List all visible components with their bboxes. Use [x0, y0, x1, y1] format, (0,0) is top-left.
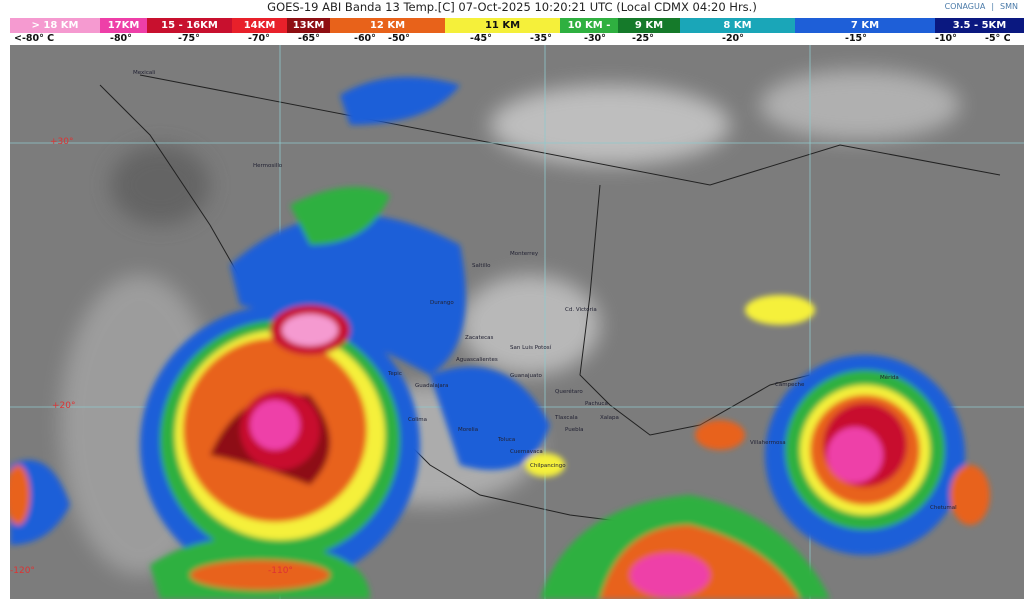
satellite-map: Mexicali Hermosillo Monterrey Saltillo Duran…	[10, 45, 1024, 599]
city-label: Monterrey	[510, 251, 539, 257]
city-label: Morelia	[458, 427, 479, 433]
legend-cell: 7 KM	[795, 18, 935, 33]
altitude-color-legend: > 18 KM 17KM 15 - 16KM 14KM 13KM 12 KM 11 KM 10…	[10, 18, 1024, 33]
city-label: Zacatecas	[465, 335, 494, 341]
legend-cell: 9 KM	[618, 18, 680, 33]
city-label: Chilpancingo	[530, 463, 566, 469]
legend-cell: 3.5 - 5KM	[935, 18, 1024, 33]
legend-cell: 17KM	[100, 18, 147, 33]
temperature-tick: -45°	[470, 33, 492, 44]
temperature-tick: -70°	[248, 33, 270, 44]
city-label: Mexicali	[133, 70, 156, 76]
satellite-imagery	[10, 45, 1024, 599]
legend-cell: > 18 KM	[10, 18, 100, 33]
image-title: GOES-19 ABI Banda 13 Temp.[C] 07-Oct-202…	[267, 0, 757, 14]
temperature-tick: -30°	[584, 33, 606, 44]
logo-divider: |	[991, 2, 995, 11]
city-label: Hermosillo	[253, 163, 283, 169]
temperature-tick: <-80° C	[14, 33, 55, 44]
city-label: Toluca	[498, 437, 516, 443]
temperature-tick: -25°	[632, 33, 654, 44]
cloud-tops	[10, 77, 990, 599]
temperature-tick: -80°	[110, 33, 132, 44]
temperature-tick: -20°	[722, 33, 744, 44]
longitude-label: -110°	[268, 566, 293, 576]
city-label: Cd. Victoria	[565, 307, 597, 313]
temperature-tick: -50°	[388, 33, 410, 44]
city-label: Puebla	[565, 427, 584, 433]
temperature-scale: <-80° C -80° -75° -70° -65° -60° -50° -45° -35° -…	[0, 33, 1024, 45]
temperature-tick: -15°	[845, 33, 867, 44]
city-label: Tepic	[388, 371, 402, 377]
city-label: Campeche	[775, 382, 805, 388]
temperature-tick: -65°	[298, 33, 320, 44]
city-label: Mérida	[880, 375, 899, 381]
agency-logos: CONAGUA | SMN	[945, 2, 1018, 11]
legend-cell: 14KM	[232, 18, 287, 33]
temperature-tick: -35°	[530, 33, 552, 44]
temperature-tick: -10°	[935, 33, 957, 44]
latitude-label: +30°	[50, 137, 74, 147]
longitude-label: -120°	[10, 566, 35, 576]
legend-cell: 13KM	[287, 18, 330, 33]
legend-cell: 12 KM	[330, 18, 445, 33]
smn-logo: SMN	[1000, 2, 1018, 11]
latitude-label: +20°	[52, 401, 76, 411]
city-label: Aguascalientes	[456, 357, 498, 363]
temperature-tick: -75°	[178, 33, 200, 44]
city-label: Villahermosa	[750, 440, 786, 446]
city-label: Xalapa	[600, 415, 619, 421]
temperature-tick: -60°	[354, 33, 376, 44]
city-label: Pachuca	[585, 401, 608, 407]
city-label: Guanajuato	[510, 373, 542, 379]
city-label: Guadalajara	[415, 383, 449, 389]
legend-cell: 8 KM	[680, 18, 795, 33]
city-label: Tlaxcala	[555, 415, 578, 421]
legend-cell: 11 KM	[445, 18, 560, 33]
temperature-tick: -5° C	[985, 33, 1011, 44]
legend-cell: 15 - 16KM	[147, 18, 232, 33]
city-label: San Luis Potosí	[510, 345, 552, 351]
city-label: Colima	[408, 417, 427, 423]
city-label: Querétaro	[555, 389, 583, 395]
city-label: Chetumal	[930, 505, 957, 511]
legend-cell: 10 KM -	[560, 18, 618, 33]
city-label: Durango	[430, 300, 454, 306]
conagua-logo: CONAGUA	[944, 2, 986, 11]
city-label: Saltillo	[472, 263, 491, 269]
city-label: Cuernavaca	[510, 449, 543, 455]
